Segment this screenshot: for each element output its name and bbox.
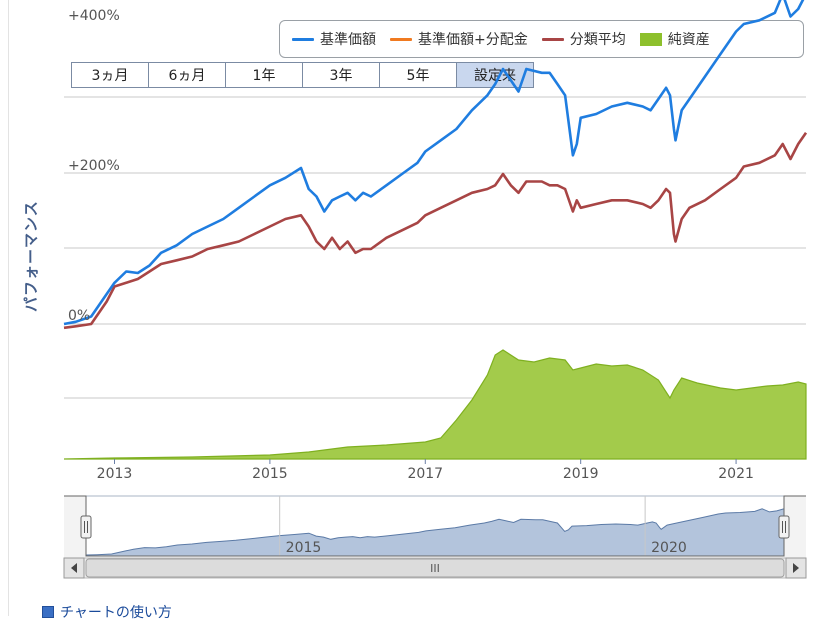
y-tick-label: +400% bbox=[68, 8, 120, 24]
y-tick-label: 0% bbox=[68, 308, 90, 324]
navigator-tick-label: 2015 bbox=[286, 540, 322, 556]
chart-help-link[interactable]: チャートの使い方 bbox=[42, 602, 172, 622]
legend-label: 分類平均 bbox=[569, 32, 626, 48]
help-icon bbox=[42, 606, 54, 618]
scrollbar-grip: III bbox=[430, 562, 440, 575]
legend-item-category-average[interactable]: 分類平均 bbox=[541, 29, 626, 49]
navigator-handle-right[interactable] bbox=[778, 515, 790, 539]
range-button-1y[interactable]: 1年 bbox=[225, 62, 303, 88]
navigator-mask-right bbox=[784, 496, 806, 558]
legend-item-net-assets[interactable]: 純資産 bbox=[639, 29, 710, 49]
navigator-handle-left[interactable] bbox=[80, 515, 92, 539]
x-tick-labels: 2013 2015 2017 2019 2021 bbox=[97, 459, 754, 482]
legend-label: 基準価額 bbox=[320, 32, 376, 48]
x-tick-label: 2019 bbox=[563, 466, 599, 482]
legend-swatch bbox=[639, 32, 662, 46]
legend-label: 基準価額+分配金 bbox=[418, 32, 528, 48]
left-border bbox=[8, 0, 9, 616]
x-tick-label: 2017 bbox=[407, 466, 443, 482]
navigator-area bbox=[85, 508, 785, 557]
series-line bbox=[63, 132, 808, 330]
help-link-label: チャートの使い方 bbox=[60, 605, 172, 621]
x-tick-label: 2013 bbox=[97, 466, 133, 482]
legend-swatch bbox=[292, 37, 314, 41]
performance-lines bbox=[63, 0, 808, 330]
arrow-left-icon bbox=[71, 563, 77, 573]
legend-item-nav[interactable]: 基準価額 bbox=[292, 29, 376, 49]
range-button-6m[interactable]: 6ヵ月 bbox=[148, 62, 226, 88]
navigator-mask-left bbox=[64, 496, 86, 558]
chart-legend: 基準価額 基準価額+分配金 分類平均 純資産 bbox=[279, 20, 804, 58]
navigator-outline bbox=[64, 495, 806, 557]
range-button-3y[interactable]: 3年 bbox=[302, 62, 380, 88]
net-assets-area-fill bbox=[63, 349, 807, 460]
series-line bbox=[63, 0, 805, 326]
arrow-right-icon bbox=[793, 563, 799, 573]
navigator-tick-label: 2020 bbox=[651, 540, 687, 556]
x-tick-label: 2015 bbox=[252, 466, 288, 482]
legend-label: 純資産 bbox=[667, 32, 710, 48]
x-tick-label: 2021 bbox=[718, 466, 754, 482]
legend-swatch bbox=[390, 37, 412, 41]
net-assets-area bbox=[63, 349, 807, 460]
legend-swatch bbox=[541, 37, 564, 41]
scrollbar-thumb[interactable] bbox=[85, 558, 785, 578]
y-tick-label: +200% bbox=[68, 158, 120, 174]
navigator: 2015 2020 III bbox=[63, 495, 807, 579]
legend-item-nav-with-dividend[interactable]: 基準価額+分配金 bbox=[390, 29, 528, 49]
y-tick-labels: 0% +200% +400% bbox=[68, 8, 120, 324]
range-button-5y[interactable]: 5年 bbox=[379, 62, 457, 88]
